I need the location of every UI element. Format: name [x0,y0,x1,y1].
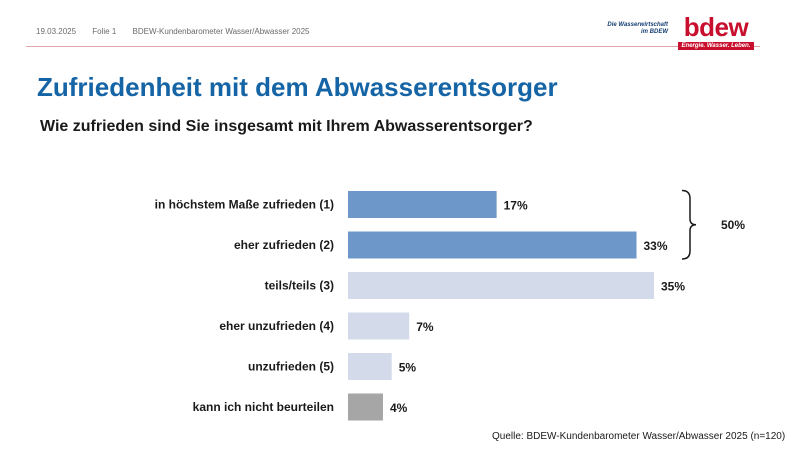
category-label-3: eher unzufrieden (4) [219,319,334,333]
header-slide-number: Folie 1 [92,27,117,36]
value-label-2: 35% [661,280,685,294]
survey-question: Wie zufrieden sind Sie insgesamt mit Ihr… [40,118,533,135]
value-label-3: 7% [416,320,434,334]
category-label-1: eher zufrieden (2) [234,238,334,252]
bracket-label: 50% [721,218,745,232]
value-label-5: 4% [390,401,408,415]
header-divider [26,46,760,47]
bar-4 [348,353,392,380]
satisfaction-bar-chart: in höchstem Maße zufrieden (1) 17% eher zu… [155,189,745,421]
logo-wordmark: bdew [683,12,749,42]
header-date: 19.03.2025 [36,27,77,36]
page-title: Zufriedenheit mit dem Abwasserentsorger [37,72,558,102]
logo-tagline: Die Wasserwirtschaft im BDEW [598,22,668,36]
category-label-4: unzufrieden (5) [248,360,334,374]
source-note: Quelle: BDEW-Kundenbarometer Wasser/Abwa… [492,431,786,442]
header-meta: 19.03.2025 Folie 1 BDEW-Kundenbarometer … [36,27,324,36]
value-label-0: 17% [504,199,528,213]
bar-0 [348,191,497,218]
logo-tagline-line-2: im BDEW [641,29,668,35]
category-label-0: in höchstem Maße zufrieden (1) [155,198,334,212]
header-subtitle: BDEW-Kundenbarometer Wasser/Abwasser 202… [132,27,310,36]
bracket-brace [681,189,697,260]
value-label-4: 5% [399,361,417,375]
logo-tagline-line-1: Die Wasserwirtschaft [607,22,668,28]
category-label-2: teils/teils (3) [265,279,334,293]
bdew-logo: bdew Energie. Wasser. Leben. [678,14,754,50]
category-label-5: kann ich nicht beurteilen [193,400,334,414]
value-label-1: 33% [644,239,668,253]
bar-5 [348,393,383,421]
bar-3 [348,312,410,340]
logo-claim: Energie. Wasser. Leben. [678,42,754,50]
bar-1 [348,231,637,259]
bar-2 [348,272,654,299]
